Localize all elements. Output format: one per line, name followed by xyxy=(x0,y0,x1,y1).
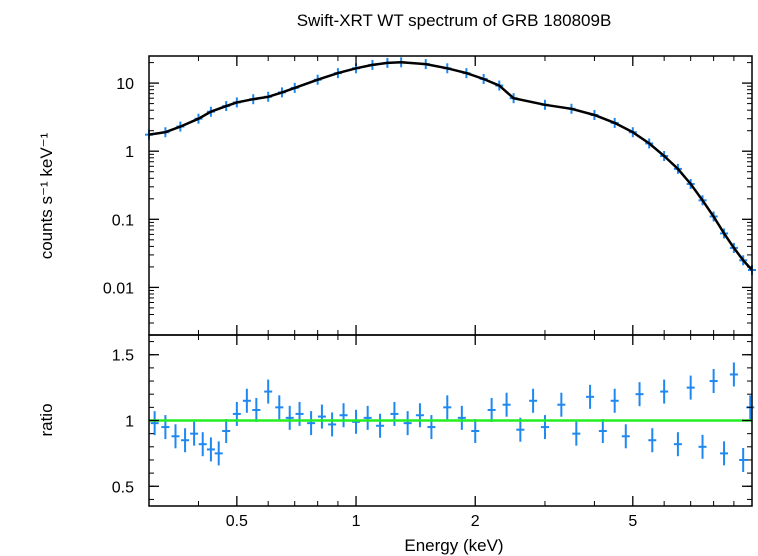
spectrum-y-tick-label: 10 xyxy=(116,76,134,93)
ratio-y-tick-label: 1.5 xyxy=(112,348,134,365)
ratio-panel: 0.5 1 1.5 xyxy=(112,334,755,507)
ratio-y-axis-title: ratio xyxy=(37,403,56,436)
x-tick-label: 1 xyxy=(352,513,361,530)
x-tick-label: 0.5 xyxy=(226,513,248,530)
spectrum-plot-frame xyxy=(148,55,753,336)
ratio-axes: 0.5 1 1.5 xyxy=(112,341,752,500)
x-tick-label: 5 xyxy=(628,513,637,530)
ratio-data-series xyxy=(149,362,755,472)
spectrum-data-series xyxy=(145,57,756,276)
x-tick-label: 2 xyxy=(471,513,480,530)
spectrum-axes: 0.01 0.1 1 10 xyxy=(103,62,752,336)
ratio-y-tick-label: 1 xyxy=(125,414,134,431)
spectrum-y-tick-label: 0.01 xyxy=(103,280,134,297)
x-axis: 0.5 1 2 5 xyxy=(197,56,735,530)
model-curve xyxy=(148,61,753,271)
spectrum-panel: 0.01 0.1 1 10 xyxy=(103,55,756,336)
spectrum-y-tick-label: 1 xyxy=(125,144,134,161)
spectrum-y-tick-label: 0.1 xyxy=(112,212,134,229)
x-axis-title: Energy (keV) xyxy=(404,536,503,555)
chart-title: Swift-XRT WT spectrum of GRB 180809B xyxy=(297,11,612,30)
spectrum-y-axis-title: counts s⁻¹ keV⁻¹ xyxy=(37,132,56,259)
ratio-plot-frame xyxy=(148,334,753,507)
ratio-y-tick-label: 0.5 xyxy=(112,479,134,496)
